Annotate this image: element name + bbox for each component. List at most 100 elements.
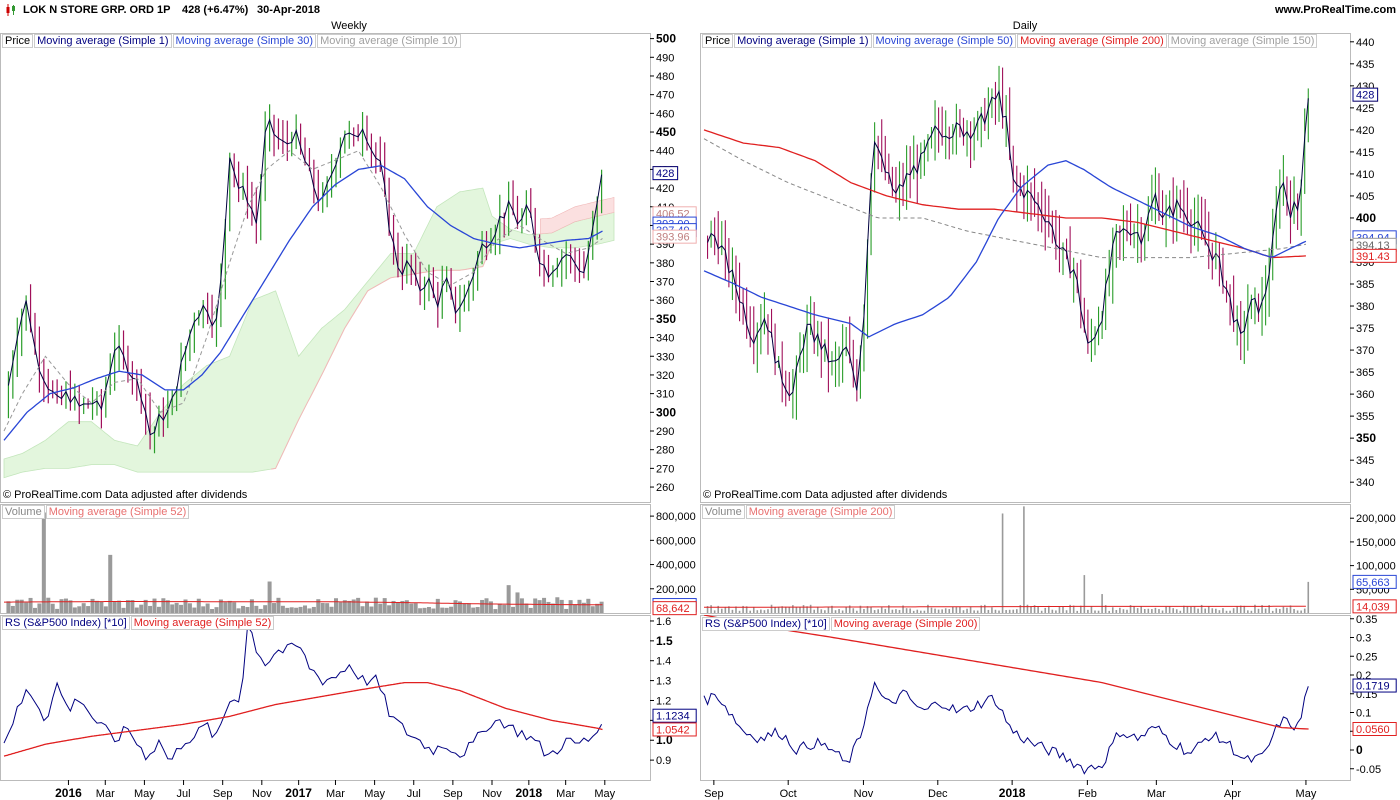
weekly-volume-bar: [245, 607, 250, 613]
weekly-volume-bar: [546, 601, 551, 613]
weekly-volume-bar: [506, 585, 511, 613]
daily-volume-y-tick-label: 100,000: [1356, 561, 1396, 573]
website-link[interactable]: www.ProRealTime.com: [1274, 4, 1396, 16]
daily-volume-bar: [1065, 610, 1068, 613]
daily-volume-bar: [1143, 608, 1146, 613]
weekly-volume-bar: [258, 608, 263, 613]
daily-volume-bar: [944, 608, 947, 613]
weekly-price-y-tick-label: 480: [656, 71, 674, 83]
weekly-volume-bar: [130, 600, 135, 613]
weekly-x-tick-label: May: [364, 788, 385, 800]
panel-frame-wvol: [0, 504, 651, 614]
daily-volume-bar: [1218, 610, 1221, 613]
daily-volume-plot: [704, 506, 1310, 613]
weekly-volume-bar: [435, 598, 440, 613]
daily-volume-bar: [909, 608, 911, 613]
weekly-x-tick-label: May: [134, 788, 155, 800]
weekly-price-y-tick-label: 340: [656, 333, 674, 345]
daily-volume-bar: [987, 609, 990, 613]
daily-volume-bar: [1261, 605, 1263, 613]
daily-volume-bar: [756, 610, 759, 613]
daily-volume-bar: [1168, 606, 1171, 613]
daily-volume-bar: [998, 610, 1000, 613]
daily-volume-bar: [856, 610, 858, 613]
weekly-volume-bar: [103, 606, 108, 613]
weekly-volume-bar: [303, 605, 308, 613]
weekly-volume-bar: [542, 597, 547, 613]
header-bar: LOK N STORE GRP. ORD 1P 428 (+6.47%) 30-…: [0, 0, 1400, 20]
daily-x-tick-label: Feb: [1078, 788, 1097, 800]
weekly-price-y-tick-label: 300: [656, 405, 676, 419]
weekly-volume-bar: [409, 603, 414, 613]
daily-volume-bar: [1293, 608, 1295, 613]
weekly-volume-bar: [289, 607, 294, 613]
weekly-price-y-tick-label: 260: [656, 482, 674, 494]
daily-price-plot: [703, 65, 1309, 420]
weekly-volume-bar: [59, 599, 64, 613]
daily-volume-bar: [959, 606, 961, 613]
weekly-volume-bar: [170, 604, 175, 613]
daily-volume-bar: [884, 608, 887, 613]
daily-rs-tag-box: [1352, 678, 1397, 693]
daily-price-y-tick-label: 370: [1356, 345, 1374, 357]
daily-volume-bar: [1119, 607, 1121, 613]
daily-price-y-tick-label: 385: [1356, 279, 1374, 291]
daily-rs-y-tick-label: 0.1: [1356, 708, 1371, 720]
daily-price-y-tick-label: 350: [1356, 431, 1376, 445]
panel-frame-dvol: [700, 504, 1351, 614]
daily-volume-bar: [1200, 604, 1203, 613]
weekly-volume-bar: [475, 607, 480, 613]
daily-volume-bar: [1161, 610, 1164, 613]
daily-volume-bar: [962, 610, 965, 613]
weekly-volume-tag-box: [652, 601, 697, 616]
legend-rs: RS (S&P500 Index) [*10]: [2, 616, 130, 630]
weekly-rs-tag-box: [652, 722, 697, 737]
daily-volume-bar: [870, 607, 872, 613]
weekly-volume-bar: [533, 598, 538, 613]
daily-volume-bar: [760, 609, 762, 613]
weekly-volume-bar: [316, 599, 321, 613]
weekly-rs-y-tick-label: 1.5: [656, 634, 673, 648]
daily-price-tag-box: [1352, 87, 1379, 102]
daily-rs-y-tick-label: 0.3: [1356, 633, 1371, 645]
daily-volume-bar: [1211, 608, 1214, 613]
weekly-volume-bar: [37, 603, 42, 613]
daily-volume-bar: [1008, 609, 1011, 613]
daily-volume-bar: [1012, 609, 1015, 613]
weekly-volume-bar: [351, 599, 356, 613]
daily-volume-bar: [969, 606, 972, 613]
daily-volume-bar: [841, 610, 844, 613]
daily-volume-bar: [1275, 608, 1278, 613]
weekly-volume-bar: [276, 597, 281, 613]
daily-volume-bar: [1108, 610, 1111, 613]
panel-frame-drs: [700, 615, 1351, 781]
daily-price-y-tick-label: 360: [1356, 389, 1374, 401]
daily-volume-tag-box: [1352, 574, 1397, 589]
daily-volume-bar: [1111, 607, 1114, 613]
daily-price-y-tick-label: 410: [1356, 169, 1374, 181]
weekly-price-legend: Price Moving average (Simple 1) Moving a…: [2, 34, 461, 48]
daily-volume-bar: [1062, 606, 1064, 613]
daily-rs-tag-box: [1352, 722, 1397, 736]
daily-rs-y-tick-label: -0.05: [1356, 764, 1381, 776]
weekly-price-y-tick-label: 350: [656, 312, 676, 326]
daily-volume-bar: [1254, 604, 1256, 613]
daily-ma200-line: [703, 129, 1306, 259]
daily-volume-bar: [1222, 608, 1224, 613]
weekly-volume-bar: [90, 598, 95, 613]
weekly-volume-bar: [342, 600, 347, 613]
weekly-x-tick-label: Sep: [213, 788, 233, 800]
daily-volume-tag-label: 14,039: [1356, 601, 1390, 613]
weekly-volume-bar: [484, 598, 489, 613]
weekly-volume-bar: [196, 598, 201, 613]
weekly-x-tick-label: Jul: [177, 788, 191, 800]
weekly-rs-y-tick-label: 1.2: [656, 695, 671, 707]
daily-volume-bar: [1186, 606, 1189, 613]
daily-volume-bar: [891, 609, 894, 613]
daily-volume-bar: [735, 606, 737, 613]
daily-volume-bar: [923, 610, 926, 613]
weekly-price-tag-box: [652, 229, 697, 244]
weekly-volume-bar: [15, 599, 20, 613]
daily-volume-bar: [749, 610, 752, 613]
weekly-x-tick-label: Jul: [407, 788, 421, 800]
